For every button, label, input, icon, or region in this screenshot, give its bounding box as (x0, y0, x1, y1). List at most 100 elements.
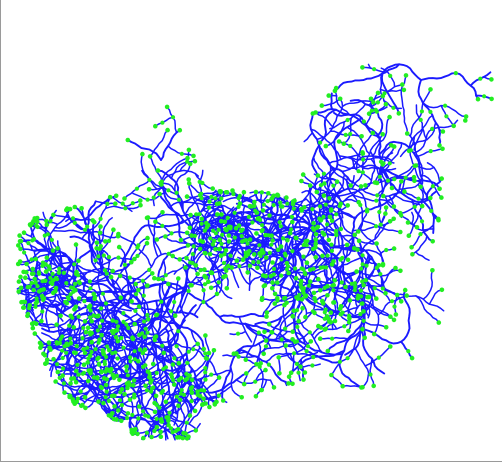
river-segment (302, 173, 316, 186)
river-node (294, 339, 299, 344)
river-node (122, 196, 127, 201)
river-node (160, 210, 165, 215)
river-node (245, 241, 250, 246)
river-node (211, 228, 216, 233)
river-node (17, 233, 22, 238)
river-segment (83, 194, 118, 221)
river-node (113, 201, 118, 206)
river-node (267, 250, 272, 255)
river-segment (277, 356, 281, 375)
river-node (68, 292, 73, 297)
river-node (389, 299, 395, 304)
river-node (30, 266, 36, 272)
river-node (81, 370, 87, 375)
river-segment (54, 380, 79, 392)
river-node (384, 247, 389, 253)
river-node (211, 348, 217, 353)
river-node (198, 268, 203, 273)
river-node (50, 248, 56, 253)
river-node (391, 204, 397, 209)
river-node (119, 386, 125, 392)
river-node (175, 435, 180, 440)
river-node (224, 268, 229, 273)
river-segment (335, 256, 363, 270)
river-node (370, 130, 376, 136)
river-node (197, 393, 203, 399)
river-node (125, 373, 130, 378)
river-node (301, 290, 306, 296)
river-node (244, 371, 249, 376)
river-node (278, 204, 283, 209)
river-segment (354, 347, 370, 389)
river-node (54, 322, 59, 328)
river-node (32, 331, 38, 336)
river-node (321, 171, 326, 176)
river-node (86, 304, 92, 310)
river-node (231, 351, 237, 357)
river-node (270, 238, 275, 243)
river-segment (331, 188, 368, 211)
river-node (184, 230, 190, 236)
river-segment (163, 427, 167, 441)
river-node (400, 82, 405, 87)
river-node (48, 347, 53, 352)
river-node (322, 310, 327, 315)
river-node (132, 256, 137, 262)
river-node (203, 333, 208, 338)
river-node (225, 263, 231, 269)
river-node (57, 340, 62, 346)
river-segment (399, 121, 437, 158)
river-node (101, 350, 106, 355)
river-node (73, 242, 79, 247)
river-node (72, 281, 78, 286)
river-node (451, 123, 457, 129)
river-node (310, 363, 315, 368)
river-node (72, 400, 77, 406)
river-node (478, 76, 483, 81)
river-node (299, 297, 305, 302)
river-node (25, 313, 30, 319)
river-node (371, 100, 376, 105)
river-node (321, 214, 326, 219)
river-node (368, 96, 374, 102)
river-segment (379, 267, 397, 287)
river-node (277, 220, 282, 225)
river-node (311, 266, 316, 271)
river-node (430, 184, 435, 189)
river-node (232, 235, 237, 240)
river-node (356, 238, 362, 244)
river-node (160, 388, 165, 393)
river-node (181, 392, 187, 397)
river-node (290, 219, 295, 225)
river-node (348, 131, 353, 137)
river-node (253, 379, 258, 384)
river-segment (330, 208, 342, 230)
river-node (105, 201, 110, 206)
river-node (121, 311, 126, 316)
river-node (323, 326, 329, 331)
river-node (204, 225, 210, 230)
river-node (71, 289, 76, 294)
river-node (251, 252, 257, 257)
river-node (360, 65, 365, 70)
river-node (161, 366, 166, 372)
river-node (247, 263, 253, 269)
river-node (358, 184, 364, 189)
river-node (352, 232, 358, 238)
river-node (170, 362, 176, 367)
river-segment (420, 72, 479, 101)
river-node (91, 291, 96, 297)
river-node (136, 358, 141, 364)
river-node (355, 296, 361, 301)
river-node (260, 223, 265, 228)
river-segment (245, 255, 264, 277)
river-node (222, 252, 227, 257)
river-node (381, 193, 386, 199)
river-node (347, 298, 353, 303)
river-node (266, 233, 271, 238)
river-node (401, 87, 407, 93)
river-node (203, 377, 208, 382)
river-node (185, 155, 190, 161)
river-node (279, 337, 284, 342)
river-segment (132, 379, 154, 387)
